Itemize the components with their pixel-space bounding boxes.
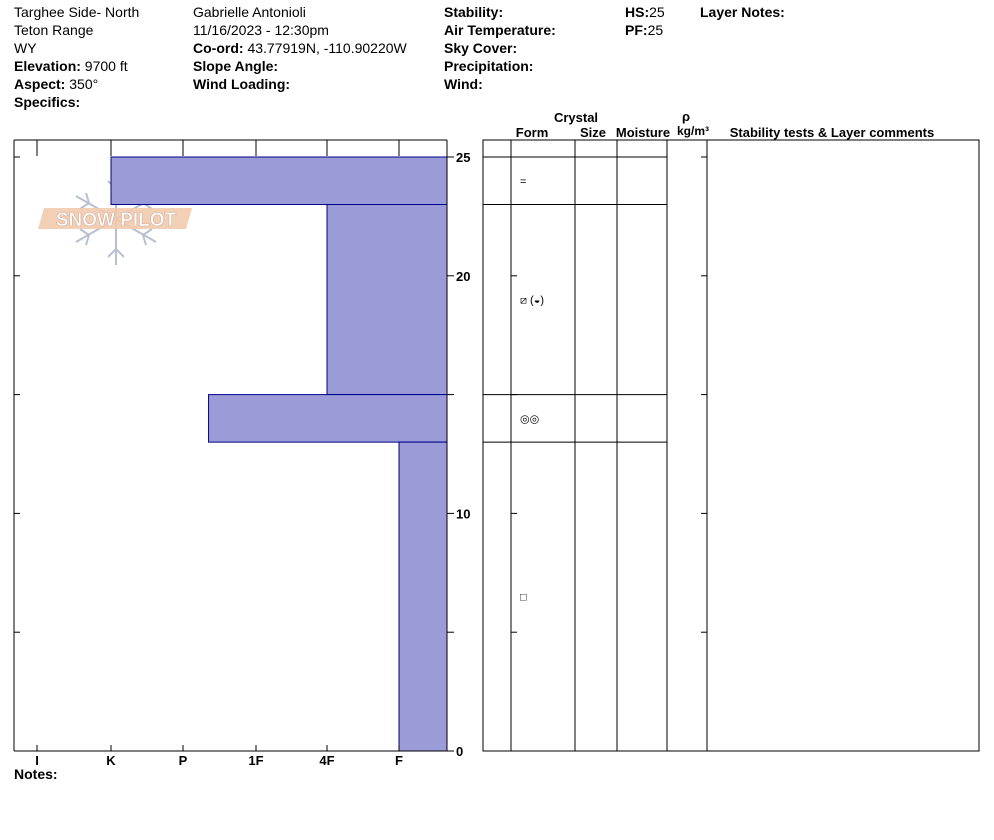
hardness-label-F: F	[395, 753, 403, 768]
hardness-label-4F: 4F	[319, 753, 334, 768]
hardness-bar-1	[326, 204, 448, 396]
pf: PF:25	[625, 21, 663, 39]
header-form: Form	[516, 125, 549, 140]
wind-loading-label: Wind Loading:	[193, 76, 291, 92]
y-tick-label-10: 10	[456, 506, 470, 521]
header-moisture: Moisture	[616, 125, 670, 140]
pf-value: 25	[647, 22, 664, 38]
y-tick-label-0: 0	[456, 744, 463, 759]
location: Targhee Side- North	[14, 4, 140, 20]
notes-label: Notes:	[14, 766, 58, 782]
hardness-layers	[110, 156, 448, 752]
range: Teton Range	[14, 22, 94, 38]
coord-value: 43.77919N, -110.90220W	[247, 40, 407, 56]
hardness-bar-3	[398, 441, 448, 752]
hardness-label-1F: 1F	[248, 753, 263, 768]
snowpilot-logo: SNOW PILOT	[38, 173, 192, 265]
observer: Gabrielle Antonioli	[193, 4, 306, 20]
air-temp-label: Air Temperature:	[444, 22, 556, 38]
layer-form-3: □	[520, 592, 527, 604]
pf-label: PF:	[625, 22, 648, 38]
table-border	[482, 139, 980, 752]
axes: I K P 1F 4F F 0 10 20 25	[13, 139, 470, 768]
hardness-label-P: P	[179, 753, 188, 768]
layer-table: = ⧄ (◒) ◎◎ □	[482, 139, 980, 752]
datetime: 11/16/2023 - 12:30pm	[193, 22, 329, 38]
aspect-label: Aspect:	[14, 76, 66, 92]
elevation: Elevation: 9700 ft	[14, 57, 128, 75]
logo-text: SNOW PILOT	[56, 210, 177, 231]
hs: HS:25	[625, 3, 665, 21]
header-crystal: Crystal	[554, 110, 598, 125]
y-tick-label-25: 25	[456, 150, 470, 165]
layer-form-2: ◎◎	[520, 413, 539, 425]
aspect: Aspect: 350°	[14, 75, 98, 93]
layer-form-1: ⧄ (◒)	[520, 295, 544, 307]
hardness-bar-2	[208, 394, 448, 443]
elevation-label: Elevation:	[14, 58, 81, 74]
layer-notes-label: Layer Notes:	[700, 4, 785, 20]
header-density: kg/m³	[677, 124, 709, 138]
layer-form-0: =	[520, 176, 526, 188]
slope-label: Slope Angle:	[193, 58, 279, 74]
hardness-bar-0	[110, 156, 448, 206]
header-rho: ρ	[682, 109, 690, 124]
hs-value: 25	[649, 4, 665, 20]
precip-label: Precipitation:	[444, 58, 534, 74]
coordinates: Co-ord: 43.77919N, -110.90220W	[193, 39, 407, 57]
header-size: Size	[580, 125, 606, 140]
hs-label: HS:	[625, 4, 650, 20]
y-tick-label-20: 20	[456, 269, 470, 284]
sky-label: Sky Cover:	[444, 40, 518, 56]
specifics-label: Specifics:	[14, 94, 81, 110]
elevation-value: 9700 ft	[84, 58, 128, 74]
header-comments: Stability tests & Layer comments	[730, 125, 934, 140]
stability-label: Stability:	[444, 4, 504, 20]
coord-label: Co-ord:	[193, 40, 244, 56]
hardness-label-K: K	[106, 753, 116, 768]
wind-label: Wind:	[444, 76, 483, 92]
hardness-label-I: I	[35, 753, 39, 768]
state: WY	[14, 40, 37, 56]
aspect-value: 350°	[69, 76, 99, 92]
